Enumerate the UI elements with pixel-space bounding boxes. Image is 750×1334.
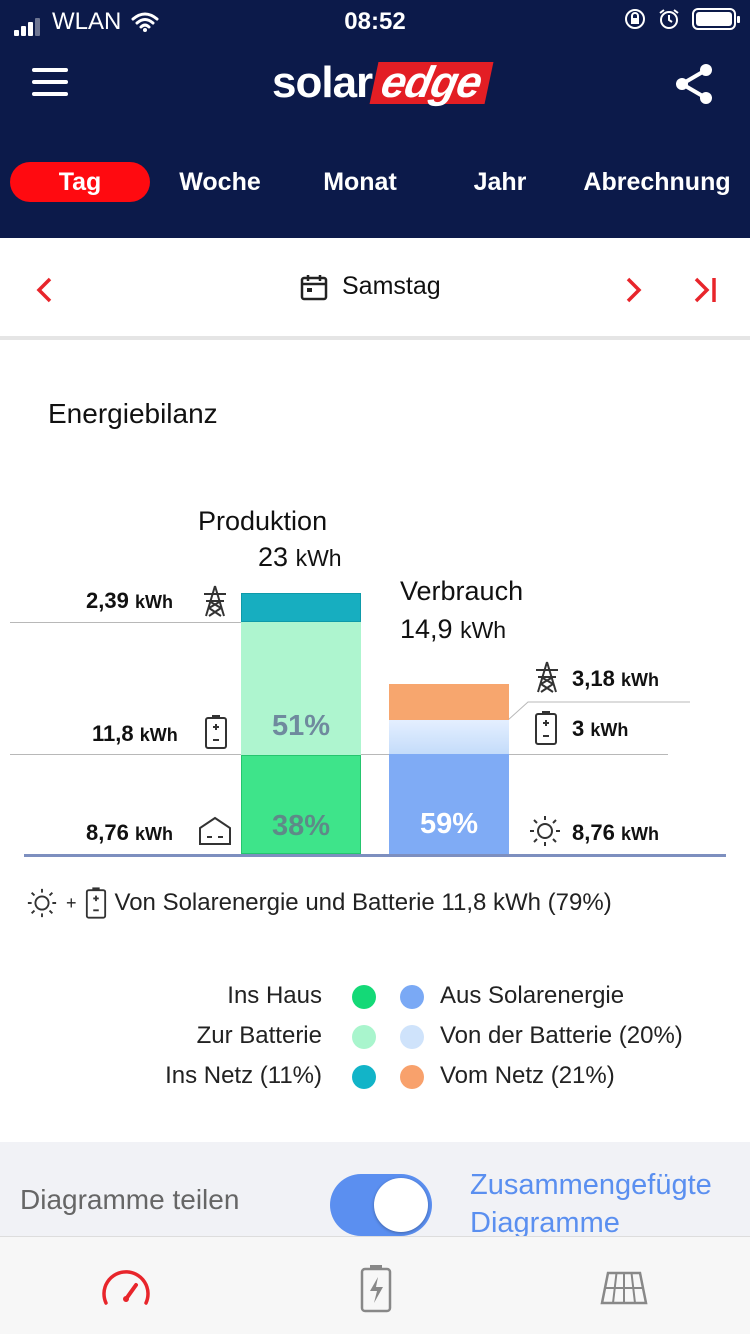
dashboard-gauge-icon[interactable] <box>100 1263 152 1315</box>
split-diagrams-row: Diagramme teilen Zusammengefügte Diagram… <box>0 1142 750 1236</box>
sun-icon <box>27 888 57 918</box>
power-tower-icon <box>536 661 558 693</box>
battery-icon <box>535 711 557 745</box>
chart-baseline <box>24 854 726 857</box>
consumption-bar-von-batterie <box>389 720 509 754</box>
energy-balance-chart: Produktion 23 kWh Verbrauch 14,9 kWh 51%… <box>0 500 750 880</box>
power-tower-icon <box>204 585 226 617</box>
battery-status-icon <box>692 8 740 30</box>
last-day-icon[interactable] <box>692 276 720 304</box>
bottom-navigation <box>0 1236 750 1334</box>
production-bar-ins-haus: 38% <box>241 755 361 854</box>
tab-tag[interactable]: Tag <box>10 162 150 202</box>
tab-abrechnung[interactable]: Abrechnung <box>583 168 731 196</box>
legend-row: Zur Batterie Von der Batterie (20%) <box>0 1022 750 1058</box>
status-time: 08:52 <box>344 8 406 35</box>
summary-text: Von Solarenergie und Batterie 11,8 kWh (… <box>114 889 612 916</box>
consumption-bar-vom-netz <box>389 684 509 720</box>
merged-diagrams-link[interactable]: Zusammengefügte Diagramme <box>470 1169 712 1236</box>
tab-woche[interactable]: Woche <box>179 168 261 196</box>
date-label: Samstag <box>342 272 441 300</box>
solar-panel-icon[interactable] <box>598 1263 650 1315</box>
consumption-title: Verbrauch <box>400 576 524 606</box>
legend-vom-netz: Vom Netz (21%) <box>440 1062 615 1089</box>
production-bar-ins-netz <box>241 593 361 622</box>
legend-dot <box>400 1065 424 1089</box>
von-batterie-value: 3 kWh <box>572 716 629 741</box>
percent-label: 59% <box>419 808 479 840</box>
split-diagrams-label: Diagramme teilen <box>20 1184 240 1215</box>
date-picker[interactable]: Samstag <box>300 272 441 301</box>
app-header: WLAN 08:52 solar edge <box>0 0 750 238</box>
ins-haus-value: 8,76 kWh <box>86 820 173 845</box>
next-day-icon[interactable] <box>624 276 644 304</box>
guide-line <box>508 701 690 721</box>
self-consumption-summary: + Von Solarenergie und Batterie 11,8 kWh… <box>26 886 612 920</box>
zur-batterie-value: 11,8 kWh <box>92 721 178 746</box>
house-icon <box>199 816 231 845</box>
legend-dot <box>352 985 376 1009</box>
calendar-icon <box>300 274 328 300</box>
production-total: 23 kWh <box>258 542 342 572</box>
legend-dot <box>400 1025 424 1049</box>
legend-ins-haus: Ins Haus <box>227 982 322 1009</box>
share-icon[interactable] <box>672 62 716 106</box>
battery-icon <box>205 715 227 749</box>
legend-row: Ins Netz (11%) Vom Netz (21%) <box>0 1062 750 1098</box>
percent-label: 51% <box>271 710 331 742</box>
legend-aus-solarenergie: Aus Solarenergie <box>440 982 625 1009</box>
section-title: Energiebilanz <box>48 398 218 429</box>
consumption-total: 14,9 kWh <box>400 614 507 644</box>
vom-netz-value: 3,18 kWh <box>572 666 659 691</box>
carrier-label: WLAN <box>52 8 122 35</box>
battery-icon <box>85 887 106 919</box>
legend-ins-netz: Ins Netz (11%) <box>165 1062 322 1089</box>
tab-monat[interactable]: Monat <box>323 168 397 196</box>
legend-von-der-batterie: Von der Batterie (20%) <box>440 1022 683 1049</box>
menu-icon[interactable] <box>32 68 68 96</box>
period-tabs: Tag Woche Monat Jahr Abrechnung <box>0 162 750 204</box>
rotation-lock-icon <box>625 9 645 29</box>
production-title: Produktion <box>198 506 328 536</box>
plus-sign: + <box>66 892 77 913</box>
legend-dot <box>352 1025 376 1049</box>
battery-icon[interactable] <box>350 1263 402 1315</box>
guide-line <box>360 754 668 755</box>
prev-day-icon[interactable] <box>34 276 54 304</box>
signal-icon <box>14 8 42 36</box>
split-diagrams-toggle[interactable] <box>330 1174 432 1236</box>
status-bar: WLAN 08:52 <box>0 0 750 42</box>
legend-dot <box>352 1065 376 1089</box>
tab-jahr[interactable]: Jahr <box>473 168 527 196</box>
wifi-icon <box>131 12 159 32</box>
legend-dot <box>400 985 424 1009</box>
date-navigation: Samstag <box>0 238 750 340</box>
guide-line <box>10 754 242 755</box>
legend-row: Ins Haus Aus Solarenergie <box>0 982 750 1018</box>
sun-icon <box>530 816 560 846</box>
production-bar-zur-batterie: 51% <box>241 622 361 755</box>
percent-label: 38% <box>271 810 331 842</box>
consumption-bar-aus-solar: 59% <box>389 754 509 854</box>
guide-line <box>10 622 242 623</box>
alarm-icon <box>659 9 679 29</box>
solaredge-logo: solar edge <box>272 58 494 108</box>
legend-zur-batterie: Zur Batterie <box>196 1022 322 1049</box>
aus-solar-value: 8,76 kWh <box>572 820 659 845</box>
ins-netz-value: 2,39 kWh <box>86 588 173 613</box>
